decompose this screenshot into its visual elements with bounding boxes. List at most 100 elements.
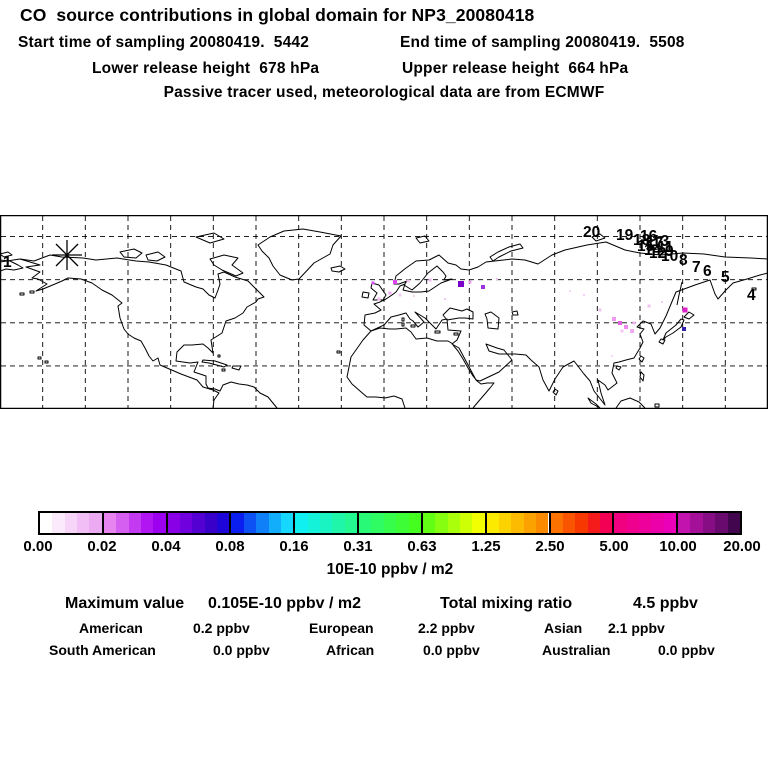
trajectory-day-label: 10 — [661, 248, 678, 265]
colorbar-cell — [89, 513, 102, 533]
colorbar-segment — [229, 513, 294, 533]
contribution-cell — [620, 329, 624, 333]
trajectory-day-label: 5 — [721, 269, 730, 286]
colorbar-cell — [651, 513, 664, 533]
colorbar-tick: 0.31 — [343, 538, 373, 555]
contribution-cell — [406, 279, 410, 283]
max-value-label: Maximum value — [65, 595, 185, 612]
colorbar-cell — [52, 513, 65, 533]
colorbar-cell — [295, 513, 308, 533]
colorbar-cell — [472, 513, 485, 533]
latlon-gridlines — [1, 216, 767, 408]
colorbar-cell — [319, 513, 333, 533]
trajectory-day-label: 14 — [644, 242, 662, 259]
colorbar-cell — [204, 513, 218, 533]
colorbar-segment — [165, 513, 230, 533]
region-american-value: 0.2 ppbv — [193, 620, 250, 636]
region-asian-value: 2.1 ppbv — [608, 620, 665, 636]
colorbar-segment — [676, 513, 740, 533]
trajectory-day-label: 11 — [657, 239, 674, 256]
max-value-text: 0.105E-10 ppbv / m2 — [208, 595, 361, 612]
trajectory-day-label: 17 — [646, 235, 663, 252]
colorbar-cell — [116, 513, 129, 533]
trajectory-day-label: 15 — [637, 238, 655, 255]
trajectory-day-label: 16 — [640, 228, 658, 245]
colorbar-cell — [511, 513, 524, 533]
colorbar-cell — [103, 513, 117, 533]
trajectory-day-label: 7 — [692, 259, 701, 276]
contribution-cell — [569, 290, 571, 292]
trajectory-day-label: 20 — [583, 224, 600, 241]
release-point-marker — [52, 240, 82, 270]
colorbar-cell — [459, 513, 473, 533]
colorbar-cell — [639, 513, 652, 533]
colorbar-cell — [727, 513, 740, 533]
contribution-cell — [624, 325, 628, 329]
colorbar-cell — [153, 513, 166, 533]
colorbar-cell — [332, 513, 345, 533]
colorbar-cell — [626, 513, 640, 533]
map-border — [0, 214, 768, 410]
contribution-cell — [583, 294, 585, 296]
start-time-text: Start time of sampling 20080419. 5442 — [18, 34, 310, 51]
contribution-cell — [647, 304, 651, 308]
colorbar-cell — [422, 513, 436, 533]
contribution-cell — [413, 295, 415, 297]
page-title: CO source contributions in global domain… — [20, 5, 535, 25]
tracer-note-text: Passive tracer used, meteorological data… — [163, 84, 605, 101]
region-african-label: African — [326, 642, 375, 658]
colorbar-tick: 0.04 — [151, 538, 181, 555]
colorbar-tick: 0.16 — [279, 538, 309, 555]
colorbar-cell — [140, 513, 154, 533]
contribution-cell — [428, 278, 432, 282]
colorbar-cell — [359, 513, 372, 533]
contribution-cell — [481, 285, 485, 289]
trajectory-day-label: 13 — [652, 233, 670, 250]
colorbar-cell — [447, 513, 460, 533]
colorbar — [38, 511, 742, 535]
colorbar-cell — [486, 513, 500, 533]
contribution-cell — [632, 321, 636, 325]
colorbar-cell — [40, 513, 53, 533]
contribution-cell — [612, 317, 616, 321]
colorbar-cell — [268, 513, 281, 533]
trajectory-day-label: 4 — [747, 287, 756, 304]
colorbar-cell — [408, 513, 421, 533]
colorbar-cell — [383, 513, 397, 533]
colorbar-cell — [562, 513, 576, 533]
region-american-label: American — [79, 620, 143, 636]
colorbar-cell — [599, 513, 613, 533]
colorbar-segment — [40, 513, 102, 533]
contribution-cell — [377, 297, 381, 301]
colorbar-cell — [435, 513, 448, 533]
colorbar-segment — [357, 513, 421, 533]
colorbar-tick: 5.00 — [599, 538, 629, 555]
colorbar-tick: 10.00 — [659, 538, 697, 555]
colorbar-tick: 0.63 — [407, 538, 437, 555]
colorbar-cell — [128, 513, 141, 533]
colorbar-cell — [371, 513, 384, 533]
region-south-american-label: South American — [49, 642, 156, 658]
colorbar-cell — [614, 513, 627, 533]
total-ratio-value: 4.5 ppbv — [633, 595, 698, 612]
region-asian-label: Asian — [544, 620, 583, 636]
colorbar-cell — [344, 513, 358, 533]
contribution-cell — [496, 278, 498, 280]
total-ratio-label: Total mixing ratio — [440, 595, 573, 612]
colorbar-tick: 20.00 — [723, 538, 761, 555]
colorbar-segment — [420, 513, 485, 533]
colorbar-cell — [231, 513, 244, 533]
contribution-cell — [618, 321, 622, 325]
colorbar-cell — [179, 513, 193, 533]
trajectory-day-label: 9 — [665, 243, 674, 260]
colorbar-segment — [101, 513, 166, 533]
colorbar-cell — [396, 513, 409, 533]
colorbar-cell — [217, 513, 230, 533]
colorbar-unit-label: 10E-10 ppbv / m2 — [326, 561, 454, 578]
colorbar-segment — [484, 513, 549, 533]
colorbar-tick: 2.50 — [535, 538, 565, 555]
colorbar-segment — [293, 513, 358, 533]
